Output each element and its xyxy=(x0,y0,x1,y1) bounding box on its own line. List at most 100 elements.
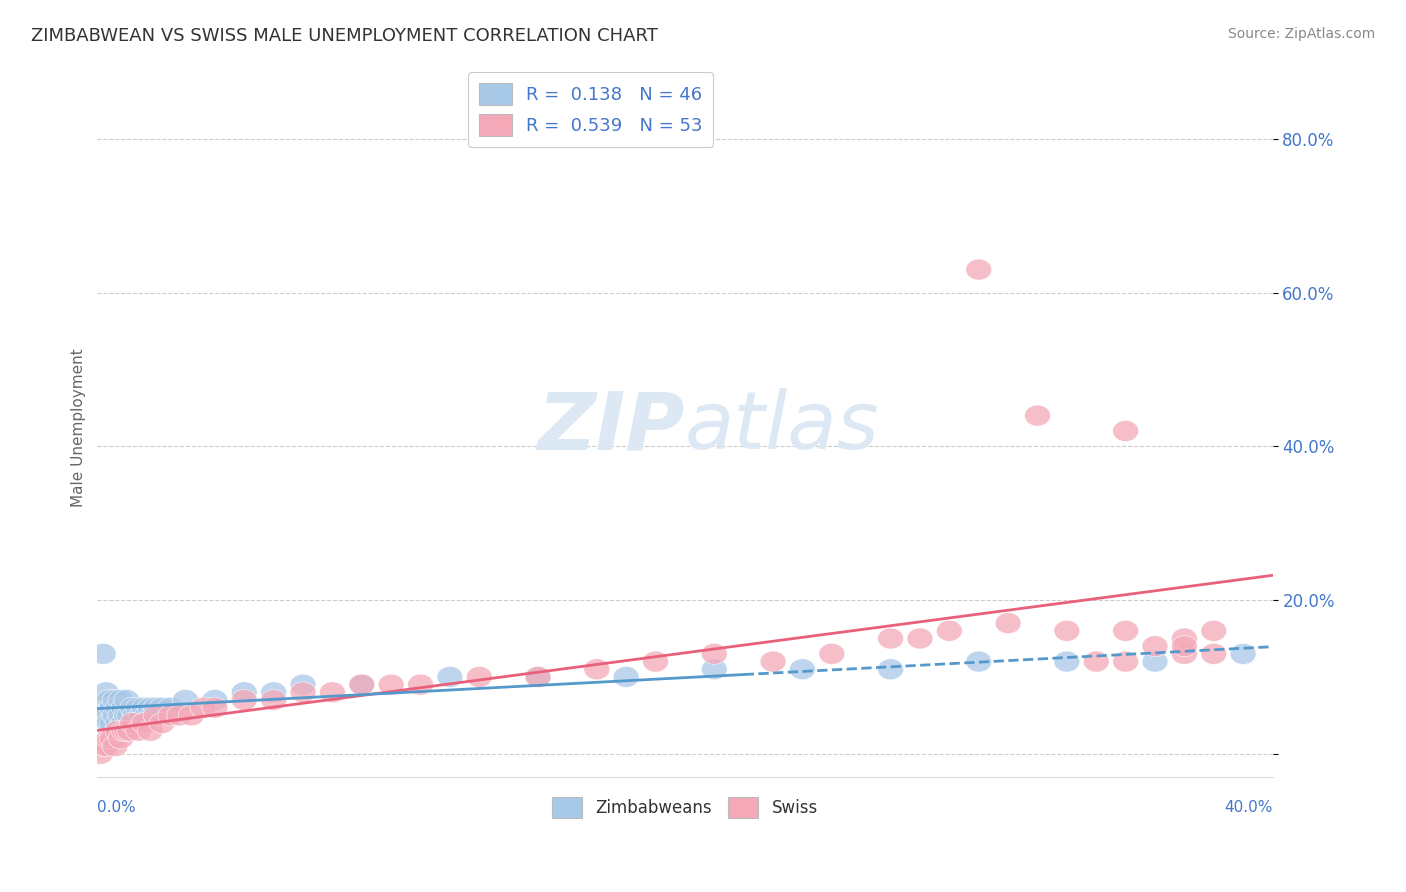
Ellipse shape xyxy=(179,705,204,726)
Ellipse shape xyxy=(111,713,136,733)
Ellipse shape xyxy=(437,666,463,688)
Ellipse shape xyxy=(157,698,184,718)
Ellipse shape xyxy=(1230,643,1256,665)
Ellipse shape xyxy=(111,698,136,718)
Ellipse shape xyxy=(818,643,845,665)
Ellipse shape xyxy=(96,728,122,749)
Ellipse shape xyxy=(149,713,174,733)
Ellipse shape xyxy=(138,720,163,741)
Ellipse shape xyxy=(613,666,640,688)
Ellipse shape xyxy=(96,713,122,733)
Ellipse shape xyxy=(1201,620,1226,641)
Legend: Zimbabweans, Swiss: Zimbabweans, Swiss xyxy=(546,791,825,824)
Ellipse shape xyxy=(467,666,492,688)
Ellipse shape xyxy=(93,705,120,726)
Ellipse shape xyxy=(408,674,433,695)
Ellipse shape xyxy=(761,651,786,672)
Text: ZIP: ZIP xyxy=(537,388,685,467)
Ellipse shape xyxy=(128,705,155,726)
Ellipse shape xyxy=(643,651,668,672)
Ellipse shape xyxy=(232,681,257,703)
Ellipse shape xyxy=(702,643,727,665)
Ellipse shape xyxy=(190,698,217,718)
Ellipse shape xyxy=(202,698,228,718)
Ellipse shape xyxy=(131,698,157,718)
Ellipse shape xyxy=(98,698,125,718)
Text: 40.0%: 40.0% xyxy=(1225,800,1272,814)
Ellipse shape xyxy=(524,666,551,688)
Ellipse shape xyxy=(114,705,139,726)
Ellipse shape xyxy=(117,705,142,726)
Ellipse shape xyxy=(1084,651,1109,672)
Text: ZIMBABWEAN VS SWISS MALE UNEMPLOYMENT CORRELATION CHART: ZIMBABWEAN VS SWISS MALE UNEMPLOYMENT CO… xyxy=(31,27,658,45)
Ellipse shape xyxy=(98,728,125,749)
Ellipse shape xyxy=(790,659,815,680)
Ellipse shape xyxy=(157,705,184,726)
Ellipse shape xyxy=(1171,628,1198,649)
Ellipse shape xyxy=(260,690,287,711)
Ellipse shape xyxy=(349,674,374,695)
Ellipse shape xyxy=(702,659,727,680)
Ellipse shape xyxy=(131,713,157,733)
Ellipse shape xyxy=(108,728,134,749)
Text: Source: ZipAtlas.com: Source: ZipAtlas.com xyxy=(1227,27,1375,41)
Ellipse shape xyxy=(260,681,287,703)
Ellipse shape xyxy=(1112,620,1139,641)
Ellipse shape xyxy=(877,628,904,649)
Ellipse shape xyxy=(138,698,163,718)
Ellipse shape xyxy=(114,690,139,711)
Ellipse shape xyxy=(319,681,346,703)
Ellipse shape xyxy=(125,720,152,741)
Ellipse shape xyxy=(108,690,134,711)
Ellipse shape xyxy=(90,736,117,756)
Ellipse shape xyxy=(583,659,610,680)
Ellipse shape xyxy=(105,698,131,718)
Ellipse shape xyxy=(349,674,374,695)
Ellipse shape xyxy=(378,674,404,695)
Ellipse shape xyxy=(122,705,149,726)
Text: atlas: atlas xyxy=(685,388,880,467)
Ellipse shape xyxy=(120,713,146,733)
Ellipse shape xyxy=(1054,620,1080,641)
Text: 0.0%: 0.0% xyxy=(97,800,136,814)
Ellipse shape xyxy=(1171,643,1198,665)
Ellipse shape xyxy=(105,720,131,741)
Ellipse shape xyxy=(995,613,1021,633)
Ellipse shape xyxy=(111,720,136,741)
Ellipse shape xyxy=(1142,651,1168,672)
Ellipse shape xyxy=(143,705,169,726)
Ellipse shape xyxy=(202,690,228,711)
Ellipse shape xyxy=(1112,651,1139,672)
Ellipse shape xyxy=(1112,420,1139,442)
Ellipse shape xyxy=(96,690,122,711)
Ellipse shape xyxy=(98,713,125,733)
Ellipse shape xyxy=(966,259,991,280)
Ellipse shape xyxy=(108,705,134,726)
Ellipse shape xyxy=(103,690,128,711)
Ellipse shape xyxy=(524,666,551,688)
Ellipse shape xyxy=(1171,636,1198,657)
Ellipse shape xyxy=(93,736,120,756)
Ellipse shape xyxy=(105,713,131,733)
Ellipse shape xyxy=(1142,636,1168,657)
Ellipse shape xyxy=(232,690,257,711)
Ellipse shape xyxy=(90,643,117,665)
Ellipse shape xyxy=(1201,643,1226,665)
Ellipse shape xyxy=(1054,651,1080,672)
Ellipse shape xyxy=(966,651,991,672)
Ellipse shape xyxy=(173,690,198,711)
Ellipse shape xyxy=(114,720,139,741)
Ellipse shape xyxy=(149,698,174,718)
Ellipse shape xyxy=(936,620,962,641)
Ellipse shape xyxy=(1025,405,1050,426)
Ellipse shape xyxy=(87,705,114,726)
Ellipse shape xyxy=(141,705,166,726)
Ellipse shape xyxy=(290,674,316,695)
Ellipse shape xyxy=(907,628,934,649)
Ellipse shape xyxy=(103,736,128,756)
Ellipse shape xyxy=(93,681,120,703)
Ellipse shape xyxy=(135,705,160,726)
Ellipse shape xyxy=(103,705,128,726)
Ellipse shape xyxy=(290,681,316,703)
Ellipse shape xyxy=(125,698,152,718)
